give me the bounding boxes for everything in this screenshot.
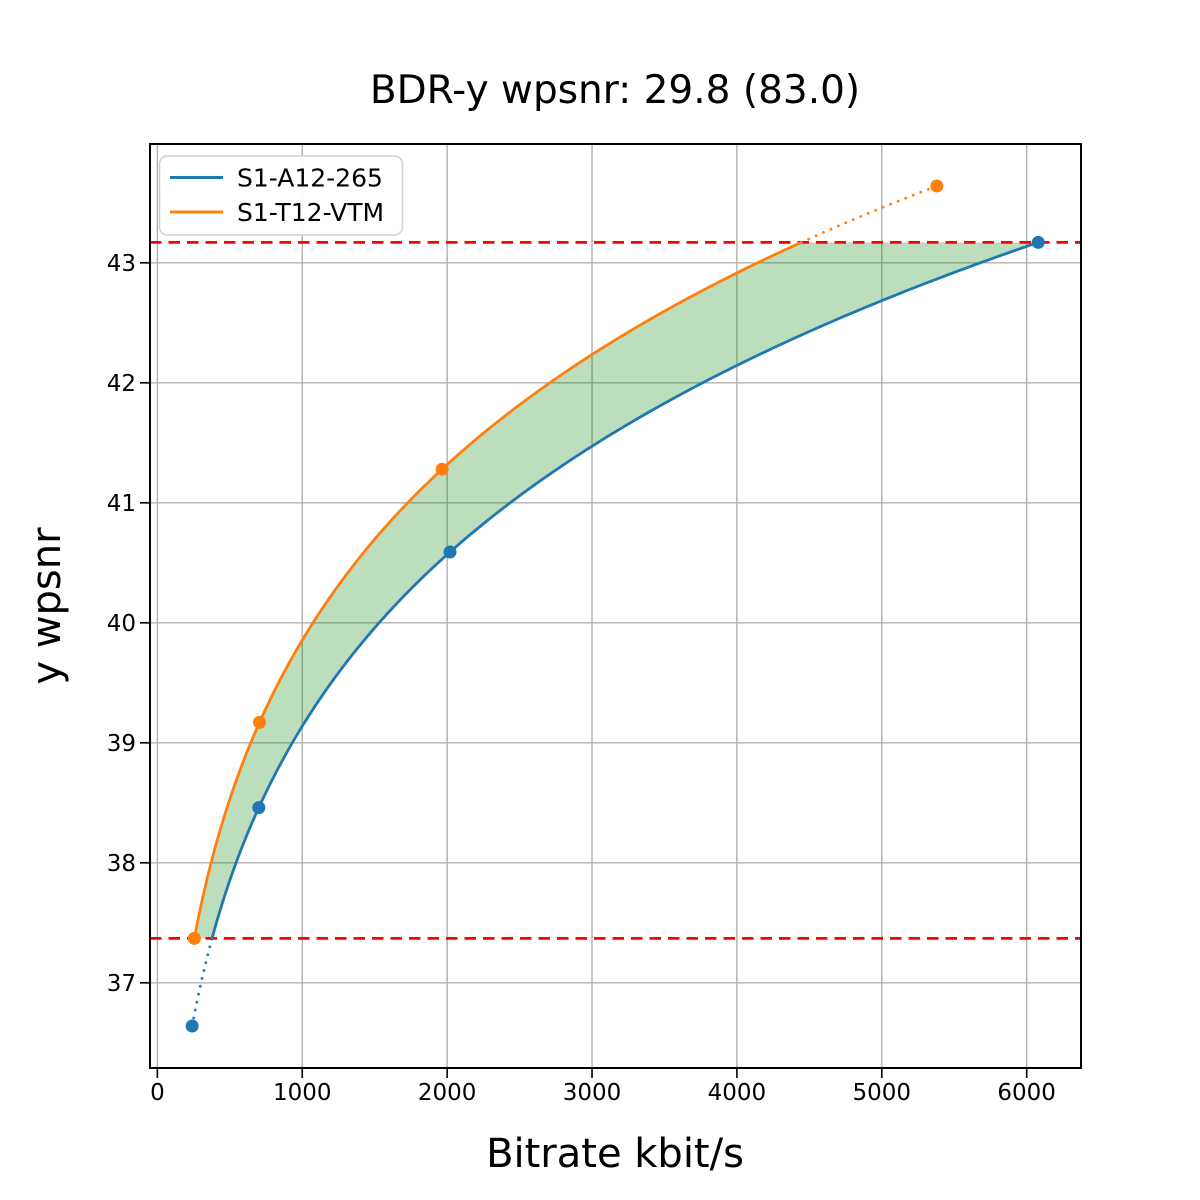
x-tick-label-6000: 6000 bbox=[997, 1080, 1056, 1106]
marker-S1-A12-265-3 bbox=[1031, 235, 1045, 249]
marker-S1-A12-265-1 bbox=[252, 801, 266, 815]
y-tick-label-39: 39 bbox=[107, 731, 136, 757]
axis-layer: 0 1000 2000 3000 4000 5000 6000 37 38 39 40 41 42 43 bbox=[107, 143, 1082, 1106]
legend: S1-A12-265 S1-T12-VTM bbox=[158, 155, 404, 236]
series-line-S1-A12-265-solid-1 bbox=[210, 241, 1040, 940]
x-tick-label-0: 0 bbox=[150, 1080, 165, 1106]
y-axis-label: y wpsnr bbox=[24, 527, 70, 685]
grid-layer bbox=[150, 144, 1081, 1068]
marker-S1-T12-VTM-0 bbox=[187, 931, 201, 945]
shaded-region bbox=[194, 242, 1039, 939]
marker-S1-A12-265-0 bbox=[185, 1019, 199, 1033]
y-tick-label-42: 42 bbox=[107, 371, 136, 397]
plot-border bbox=[149, 143, 1082, 1069]
series-line-S1-T12-VTM-dotted-1 bbox=[799, 184, 939, 244]
series-line-S1-T12-VTM-solid-0 bbox=[192, 241, 803, 940]
y-tick-label-41: 41 bbox=[107, 491, 136, 517]
legend-label-S1-A12-265: S1-A12-265 bbox=[237, 164, 383, 193]
x-tick-label-5000: 5000 bbox=[853, 1080, 912, 1106]
y-tick-label-37: 37 bbox=[107, 971, 136, 997]
y-tick-label-40: 40 bbox=[107, 611, 136, 637]
marker-S1-T12-VTM-3 bbox=[930, 179, 944, 193]
marker-S1-A12-265-2 bbox=[443, 545, 457, 559]
chart-title: BDR-y wpsnr: 29.8 (83.0) bbox=[370, 68, 860, 113]
x-tick-label-3000: 3000 bbox=[563, 1080, 622, 1106]
legend-label-S1-T12-VTM: S1-T12-VTM bbox=[237, 198, 384, 227]
marker-S1-T12-VTM-1 bbox=[253, 715, 267, 729]
x-tick-label-4000: 4000 bbox=[708, 1080, 767, 1106]
x-axis-label: Bitrate kbit/s bbox=[486, 1131, 744, 1177]
series-line-S1-A12-265-dotted-0 bbox=[190, 937, 214, 1028]
plot-layer bbox=[150, 179, 1081, 1033]
legend-box bbox=[158, 155, 404, 236]
y-tick-label-43: 43 bbox=[107, 251, 136, 277]
x-tick-label-2000: 2000 bbox=[418, 1080, 477, 1106]
marker-S1-T12-VTM-2 bbox=[435, 462, 449, 476]
x-tick-label-1000: 1000 bbox=[273, 1080, 332, 1106]
y-tick-label-38: 38 bbox=[107, 851, 136, 877]
